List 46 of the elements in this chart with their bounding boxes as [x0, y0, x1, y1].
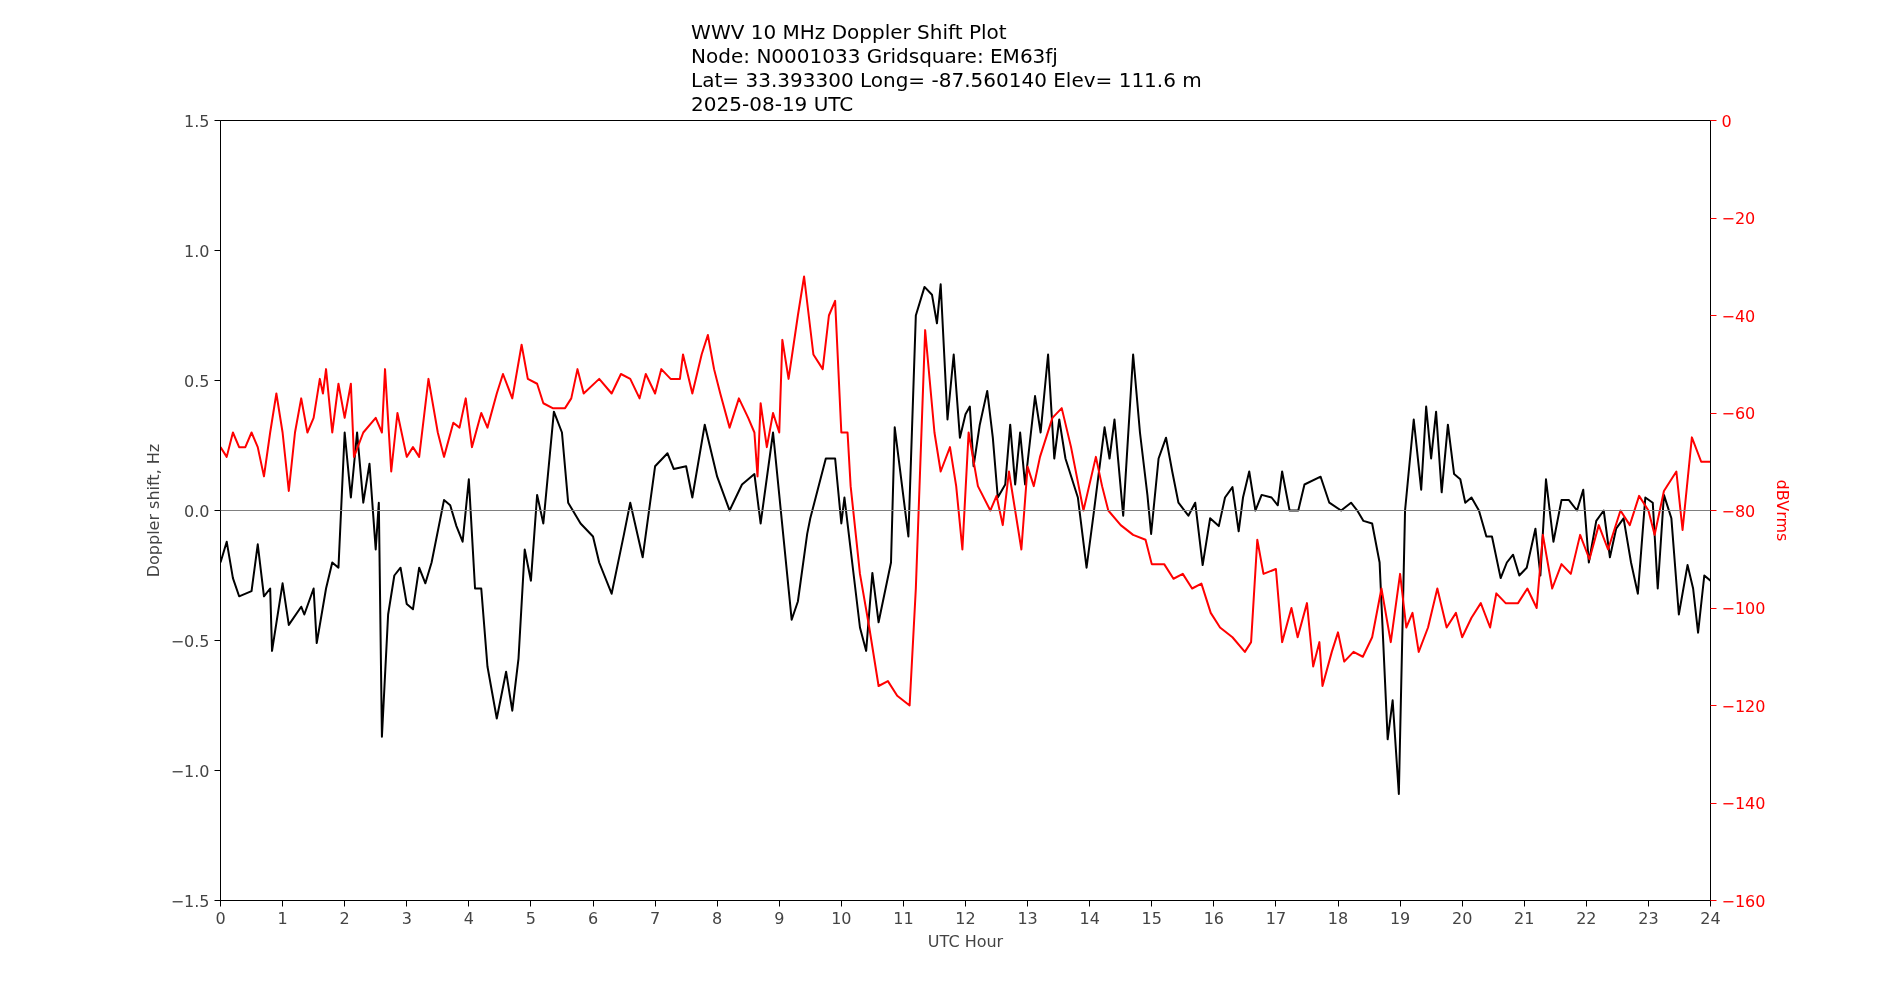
- x-tick-label: 10: [831, 908, 852, 928]
- x-tick-label: 9: [774, 908, 785, 928]
- x-tick-label: 24: [1700, 908, 1721, 928]
- y2-tick-label: −160: [1721, 891, 1766, 911]
- x-tick-label: 16: [1203, 908, 1225, 928]
- y-tick-label: −0.5: [170, 631, 210, 651]
- x-tick-label: 20: [1451, 908, 1473, 928]
- x-tick-label: 14: [1079, 908, 1100, 928]
- x-tick-label: 1: [277, 908, 288, 928]
- x-tick-label: 4: [463, 908, 474, 928]
- x-tick-label: 11: [893, 908, 914, 928]
- y2-tick-label: −80: [1721, 501, 1756, 521]
- y2-tick-label: −140: [1721, 794, 1766, 813]
- y2-axis-title: dBVrms: [1773, 479, 1793, 542]
- x-tick-label: 6: [587, 908, 599, 928]
- line-series: [220, 275, 1711, 707]
- x-tick-label: 23: [1638, 908, 1659, 928]
- x-tick-label: 2: [339, 908, 350, 928]
- y2-tick-label: −100: [1721, 599, 1766, 618]
- x-tick-label: 15: [1141, 908, 1162, 928]
- x-tick-label: 17: [1265, 908, 1287, 928]
- chart-title: WWV 10 MHz Doppler Shift Plot Node: N0001033 Gridsquare: EM63fj Lat= 33.393300 Long= -87.560140 Elev= 111.6 m 2025-08-19 UTC: [691, 19, 1202, 116]
- x-tick-label: 21: [1514, 908, 1535, 928]
- y2-tick-label: −120: [1721, 696, 1766, 716]
- x-axis-title: UTC Hour: [927, 931, 1004, 951]
- y2-tick-label: −40: [1721, 306, 1756, 326]
- y-tick-label: −1.0: [170, 761, 210, 781]
- x-tick-label: 8: [712, 908, 723, 928]
- y2-tick-label: 0: [1721, 111, 1732, 131]
- y-tick-label: 1.5: [184, 111, 210, 131]
- y2-tick-label: −20: [1721, 209, 1756, 228]
- x-tick-label: 3: [401, 908, 412, 928]
- y2-tick-label: −60: [1721, 404, 1756, 423]
- x-tick-label: 5: [525, 908, 537, 928]
- x-tick-label: 12: [955, 908, 976, 928]
- x-tick-label: 22: [1576, 908, 1597, 928]
- x-tick-label: 7: [649, 908, 661, 928]
- y-tick-label: −1.5: [170, 891, 210, 911]
- y-axis-title: Doppler shift, Hz: [143, 443, 163, 578]
- x-tick-label: 19: [1389, 908, 1411, 928]
- y-tick-label: 0.0: [184, 501, 210, 521]
- y-tick-label: 1.0: [184, 241, 210, 261]
- x-tick-label: 18: [1327, 908, 1349, 928]
- x-tick-label: 13: [1017, 908, 1038, 928]
- x-tick-label: 0: [215, 908, 226, 928]
- y-tick-label: 0.5: [184, 371, 210, 391]
